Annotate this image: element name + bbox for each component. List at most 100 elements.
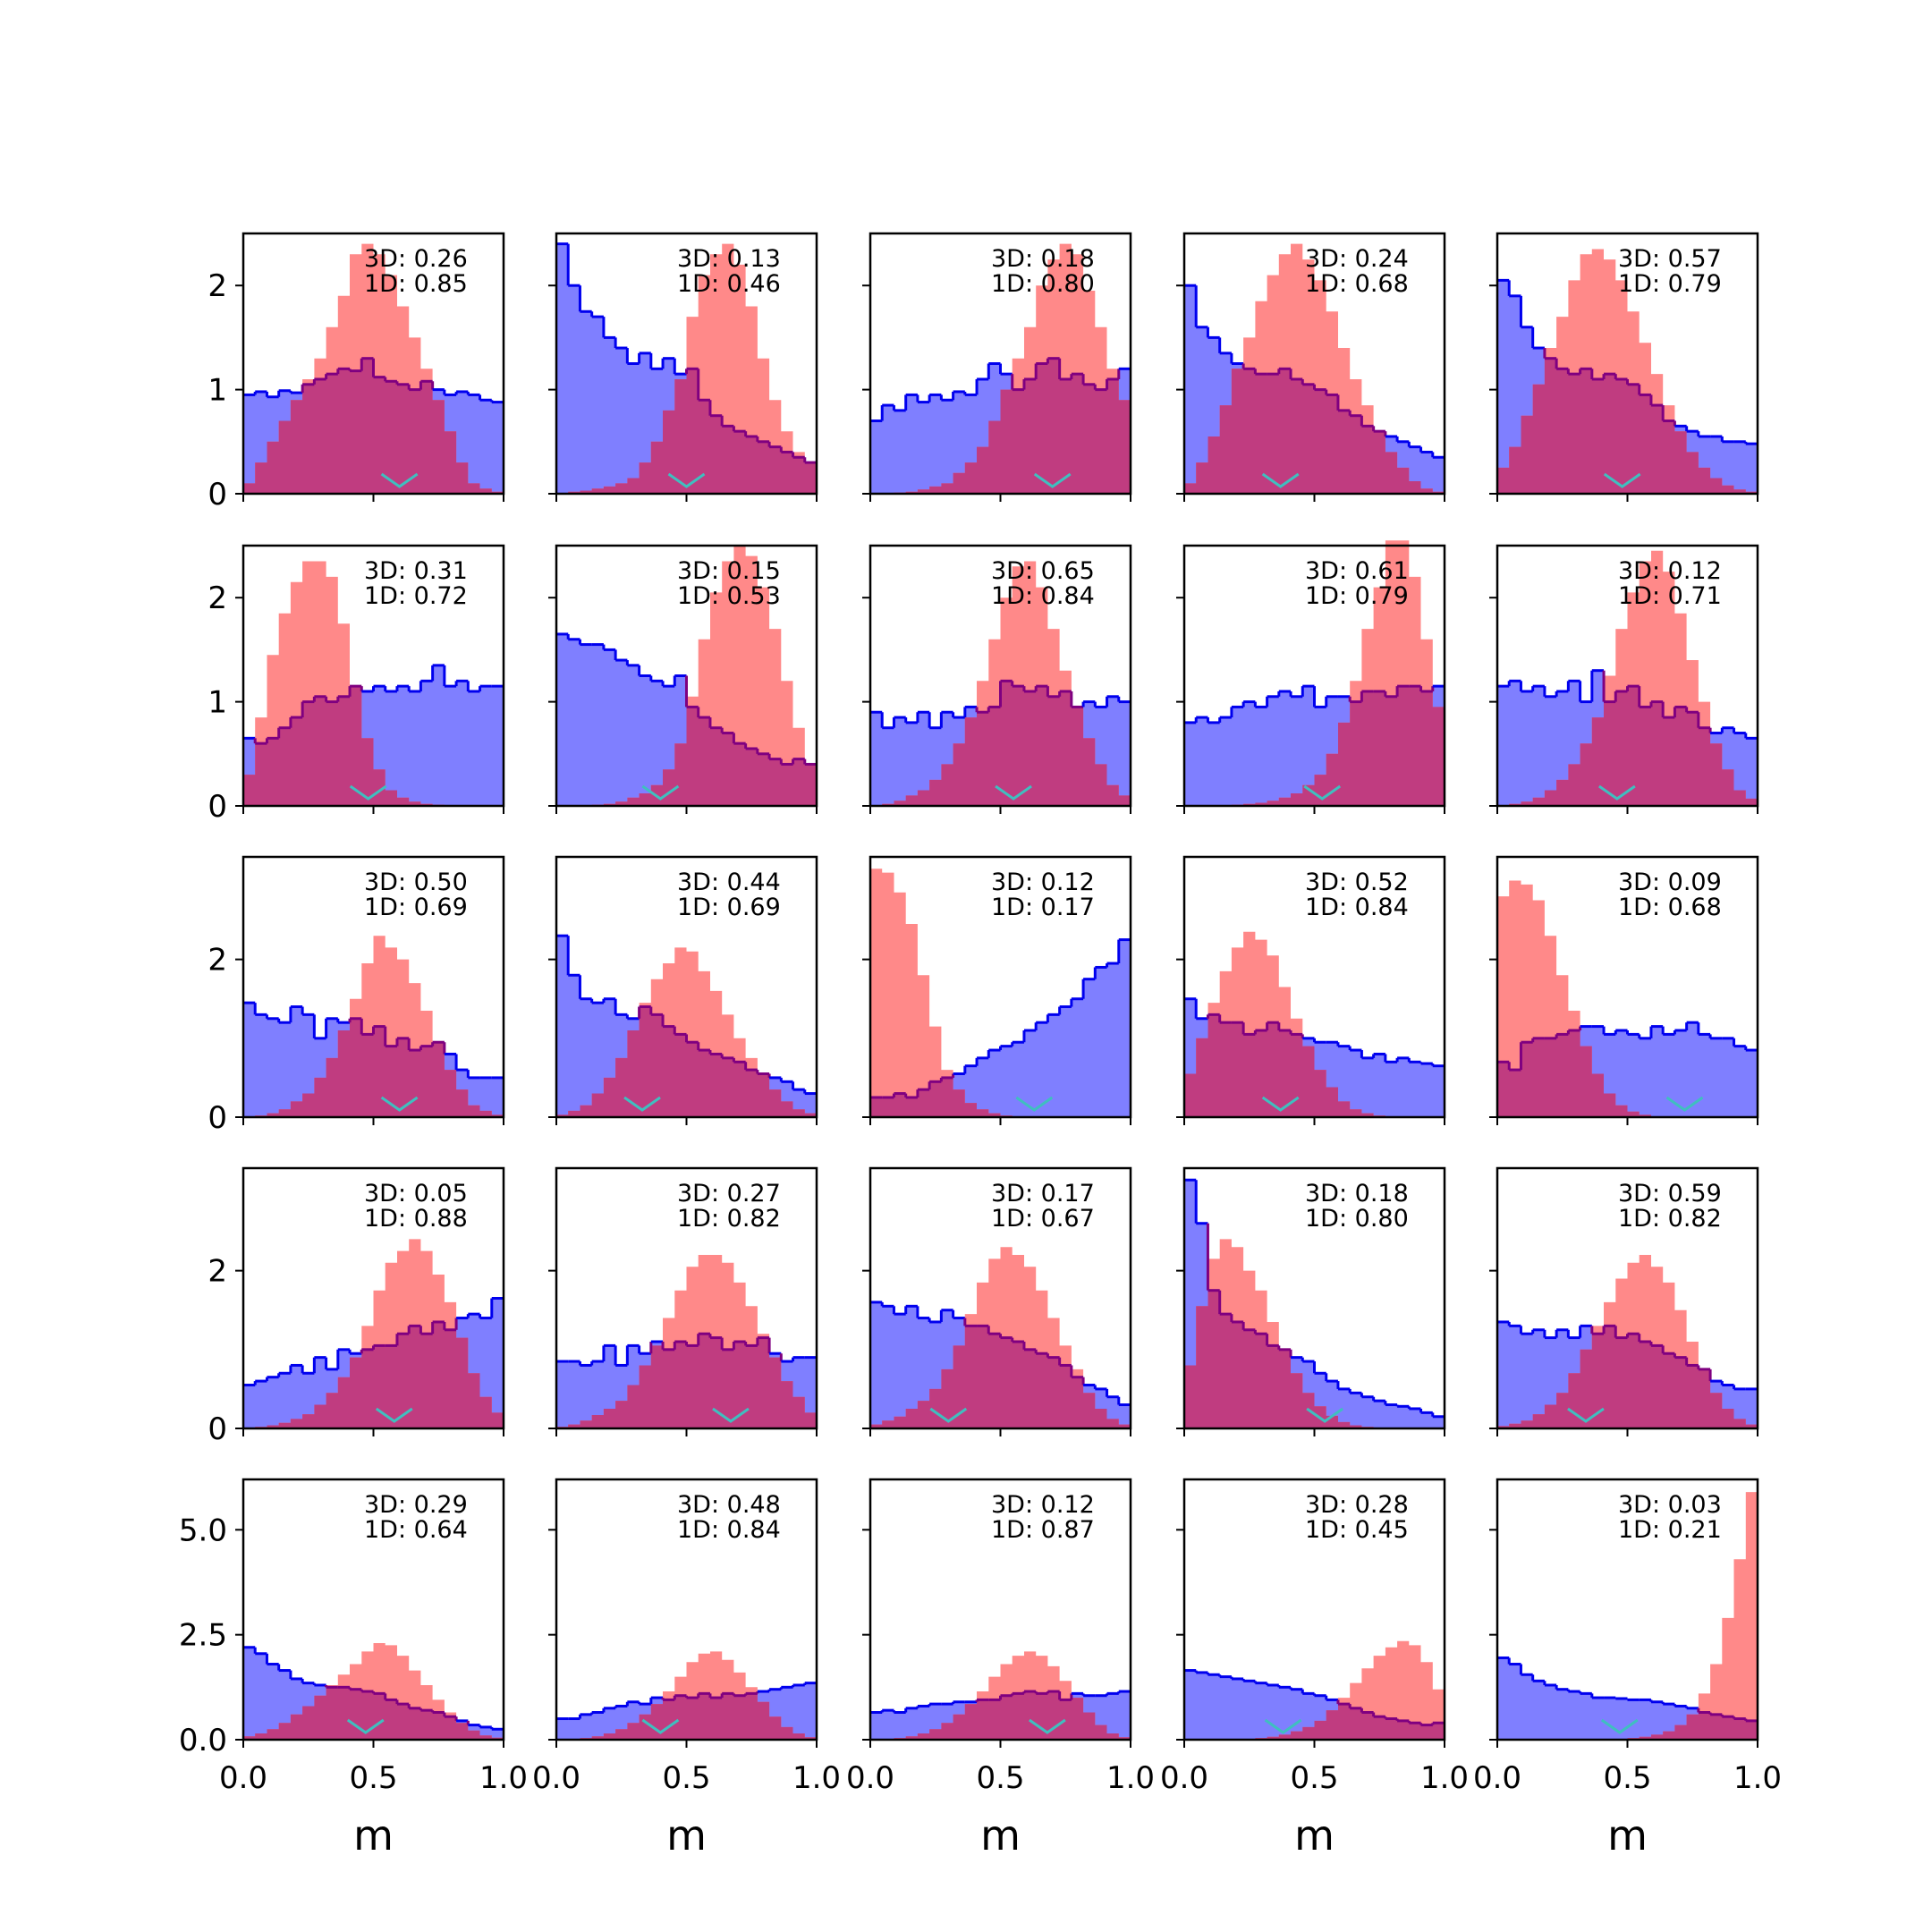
chart-23-annotation-line-2: 1D: 0.87 [991,1516,1095,1544]
chart-7-annotation-line-1: 3D: 0.15 [677,557,781,585]
chart-25-xtick-label-3: 1.0 [1733,1760,1782,1796]
chart-25-xtick-label-2: 0.5 [1603,1760,1651,1796]
chart-22-overlap-area [556,1693,817,1740]
chart-21-xtick-label-1: 0.0 [219,1760,267,1796]
chart-3-overlap-area [870,358,1131,494]
chart-18-annotation-line-1: 3D: 0.17 [991,1180,1095,1208]
chart-8-marker-chevron [995,784,1032,801]
chart-21-xtick-label-2: 0.5 [349,1760,397,1796]
chart-1-overlap-area [243,358,504,494]
chart-15-annotation-line-2: 1D: 0.68 [1618,894,1722,921]
chart-1-ytick-label-2: 1 [208,373,227,409]
chart-15-annotation-line-1: 3D: 0.09 [1618,869,1722,896]
chart-15-overlap-area [1497,1030,1758,1117]
chart-3-marker-chevron [1033,472,1072,488]
chart-13-blue-histogram [870,939,1131,1117]
chart-13-red-histogram [870,869,1131,1117]
chart-24-xtick-label-2: 0.5 [1290,1760,1338,1796]
chart-11-marker-chevron [380,1096,419,1112]
chart-21-annotation-line-1: 3D: 0.29 [364,1491,468,1519]
chart-23-x-axis-label: m [980,1811,1021,1860]
chart-5-annotation-line-1: 3D: 0.57 [1618,245,1722,273]
chart-24-overlap-area [1184,1704,1445,1740]
chart-23-xtick-label-2: 0.5 [976,1760,1024,1796]
chart-3-annotation-line-1: 3D: 0.18 [991,245,1095,273]
chart-9-overlap-area [1184,686,1445,806]
chart-17-annotation-line-1: 3D: 0.27 [677,1180,781,1208]
chart-17-annotation-line-2: 1D: 0.82 [677,1205,781,1233]
chart-5-overlap-area [1497,358,1758,494]
chart-18-annotation-line-2: 1D: 0.67 [991,1205,1095,1233]
chart-24-x-axis-label: m [1294,1811,1335,1860]
chart-21-annotation-line-2: 1D: 0.64 [364,1516,468,1544]
chart-24-annotation-line-1: 3D: 0.28 [1305,1491,1409,1519]
chart-4-annotation-line-1: 3D: 0.24 [1305,245,1409,273]
chart-2-marker-chevron [667,472,706,488]
chart-11-ytick-label-1: 0 [208,1100,227,1136]
chart-25-marker-chevron [1600,1718,1639,1734]
chart-21-ytick-label-3: 5.0 [179,1513,227,1548]
chart-14-annotation-line-2: 1D: 0.84 [1305,894,1409,921]
chart-6-annotation-line-2: 1D: 0.72 [364,582,468,610]
chart-21-overlap-area [243,1687,504,1740]
chart-17-marker-chevron [712,1407,750,1423]
chart-24-xtick-label-3: 1.0 [1420,1760,1469,1796]
chart-6-annotation-line-1: 3D: 0.31 [364,557,468,585]
chart-5-annotation-line-2: 1D: 0.79 [1618,270,1722,298]
chart-11-annotation-line-1: 3D: 0.50 [364,869,468,896]
chart-7-overlap-area [556,707,817,806]
chart-9-annotation-line-1: 3D: 0.61 [1305,557,1409,585]
chart-16-annotation-line-1: 3D: 0.05 [364,1180,468,1208]
chart-10-marker-chevron [1597,784,1636,801]
chart-3-annotation-line-2: 1D: 0.80 [991,270,1095,298]
chart-13-marker-chevron [1015,1096,1054,1112]
chart-23-overlap-area [870,1691,1131,1740]
chart-22-annotation-line-1: 3D: 0.48 [677,1491,781,1519]
chart-12-marker-chevron [623,1096,661,1112]
chart-16-ytick-label-1: 0 [208,1411,227,1447]
chart-25-annotation-line-1: 3D: 0.03 [1618,1491,1722,1519]
chart-14-marker-chevron [1261,1096,1300,1112]
chart-23-marker-chevron [1029,1718,1066,1734]
chart-22-annotation-line-2: 1D: 0.84 [677,1516,781,1544]
chart-23-xtick-label-3: 1.0 [1106,1760,1155,1796]
chart-6-marker-chevron [349,784,387,801]
chart-23-xtick-label-1: 0.0 [846,1760,894,1796]
chart-17-overlap-area [556,1334,817,1428]
chart-18-marker-chevron [929,1407,968,1423]
chart-20-overlap-area [1497,1326,1758,1428]
chart-16-annotation-line-2: 1D: 0.88 [364,1205,468,1233]
chart-12-annotation-line-1: 3D: 0.44 [677,869,781,896]
chart-24-annotation-line-2: 1D: 0.45 [1305,1516,1409,1544]
chart-7-marker-chevron [641,784,680,801]
chart-18-overlap-area [870,1326,1131,1428]
chart-2-annotation-line-2: 1D: 0.46 [677,270,781,298]
chart-25-overlap-area [1497,1712,1758,1740]
chart-8-overlap-area [870,681,1131,806]
chart-6-ytick-label-1: 0 [208,789,227,825]
chart-8-annotation-line-1: 3D: 0.65 [991,557,1095,585]
chart-15-marker-chevron [1665,1096,1704,1112]
chart-21-x-axis-label: m [353,1811,394,1860]
chart-19-annotation-line-1: 3D: 0.18 [1305,1180,1409,1208]
chart-25-annotation-line-2: 1D: 0.21 [1618,1516,1722,1544]
chart-22-xtick-label-1: 0.0 [532,1760,580,1796]
chart-9-marker-chevron [1303,784,1342,801]
chart-7-red-histogram [556,546,817,806]
